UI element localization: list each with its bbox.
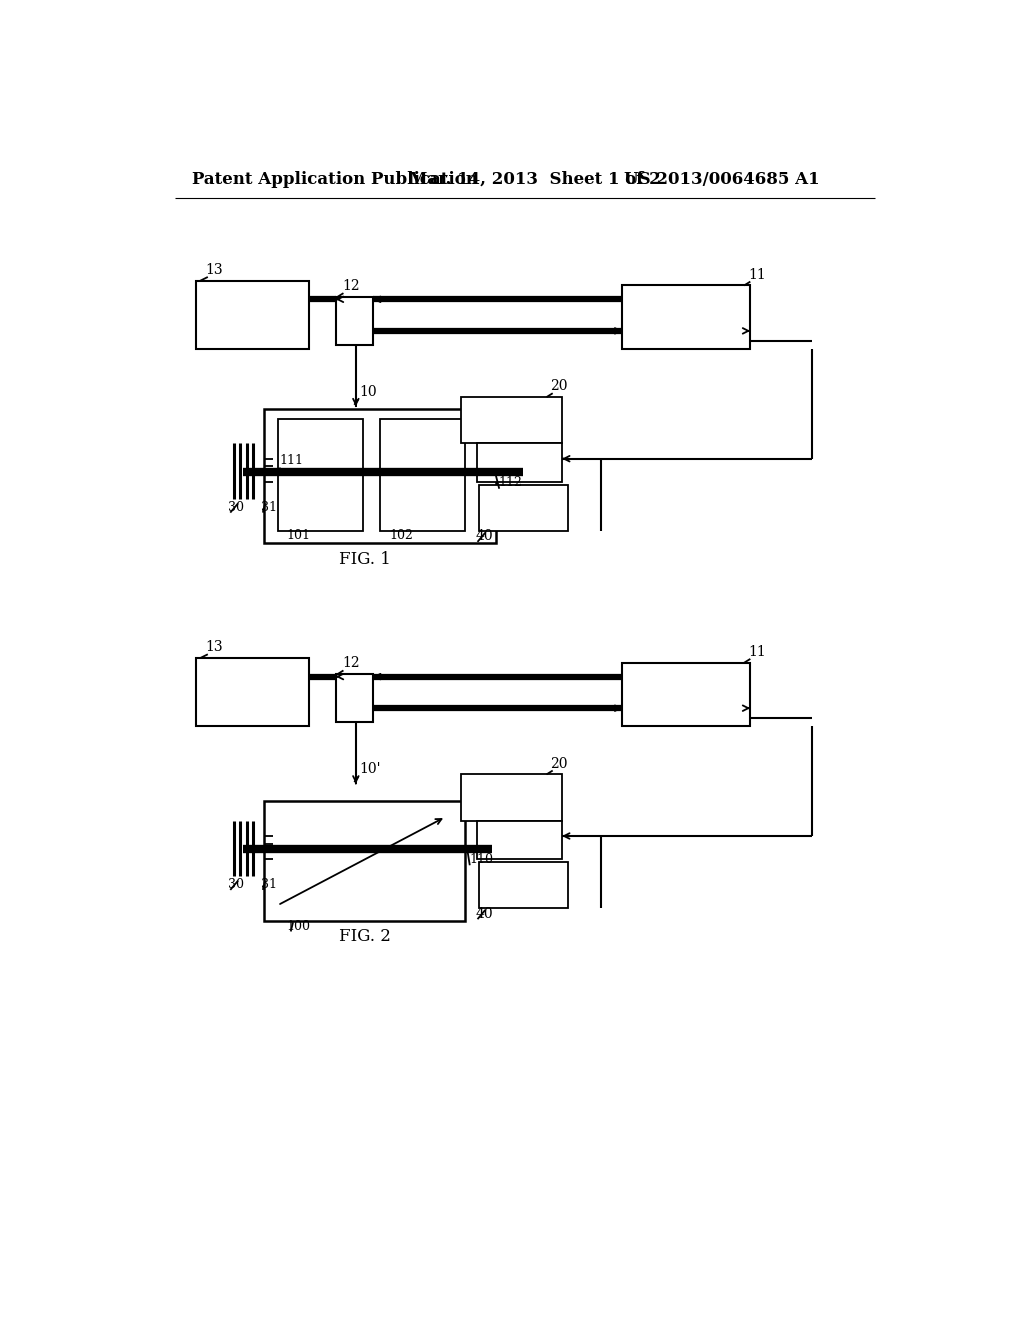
Text: 112: 112 bbox=[499, 475, 522, 488]
Text: 40: 40 bbox=[475, 907, 493, 921]
Bar bbox=[197, 659, 308, 726]
Text: US 2013/0064685 A1: US 2013/0064685 A1 bbox=[624, 170, 819, 187]
Text: FIG. 2: FIG. 2 bbox=[339, 928, 391, 945]
Bar bbox=[380, 420, 465, 531]
Text: 100: 100 bbox=[287, 920, 311, 933]
Text: 10: 10 bbox=[359, 384, 377, 399]
Text: 31: 31 bbox=[260, 878, 276, 891]
Text: 31: 31 bbox=[260, 502, 276, 515]
Bar bbox=[336, 675, 373, 722]
Text: Mar. 14, 2013  Sheet 1 of 2: Mar. 14, 2013 Sheet 1 of 2 bbox=[409, 170, 660, 187]
Bar bbox=[278, 420, 362, 531]
Bar bbox=[197, 281, 308, 348]
Bar bbox=[336, 297, 373, 345]
Bar bbox=[623, 663, 751, 726]
Bar bbox=[479, 862, 568, 908]
Text: 111: 111 bbox=[280, 454, 303, 467]
Text: 13: 13 bbox=[206, 263, 223, 277]
Bar bbox=[477, 821, 562, 859]
Text: 30: 30 bbox=[228, 878, 244, 891]
Bar bbox=[479, 484, 568, 531]
Bar bbox=[623, 285, 751, 348]
Text: 11: 11 bbox=[749, 645, 767, 659]
Bar bbox=[461, 397, 562, 444]
Text: 20: 20 bbox=[550, 756, 568, 771]
Text: 11: 11 bbox=[749, 268, 767, 281]
Bar bbox=[461, 775, 562, 821]
Text: 12: 12 bbox=[342, 279, 359, 293]
Bar bbox=[477, 444, 562, 482]
Text: 101: 101 bbox=[287, 529, 311, 543]
Bar bbox=[263, 801, 465, 921]
Bar bbox=[263, 409, 496, 544]
Text: FIG. 1: FIG. 1 bbox=[339, 550, 391, 568]
Text: 20: 20 bbox=[550, 379, 568, 393]
Text: 102: 102 bbox=[389, 529, 413, 543]
Text: 13: 13 bbox=[206, 640, 223, 655]
Text: 12: 12 bbox=[342, 656, 359, 671]
Text: 30: 30 bbox=[228, 502, 244, 515]
Text: Patent Application Publication: Patent Application Publication bbox=[191, 170, 477, 187]
Text: 10': 10' bbox=[359, 762, 381, 776]
Text: 40: 40 bbox=[475, 529, 493, 544]
Text: 110: 110 bbox=[469, 853, 493, 866]
